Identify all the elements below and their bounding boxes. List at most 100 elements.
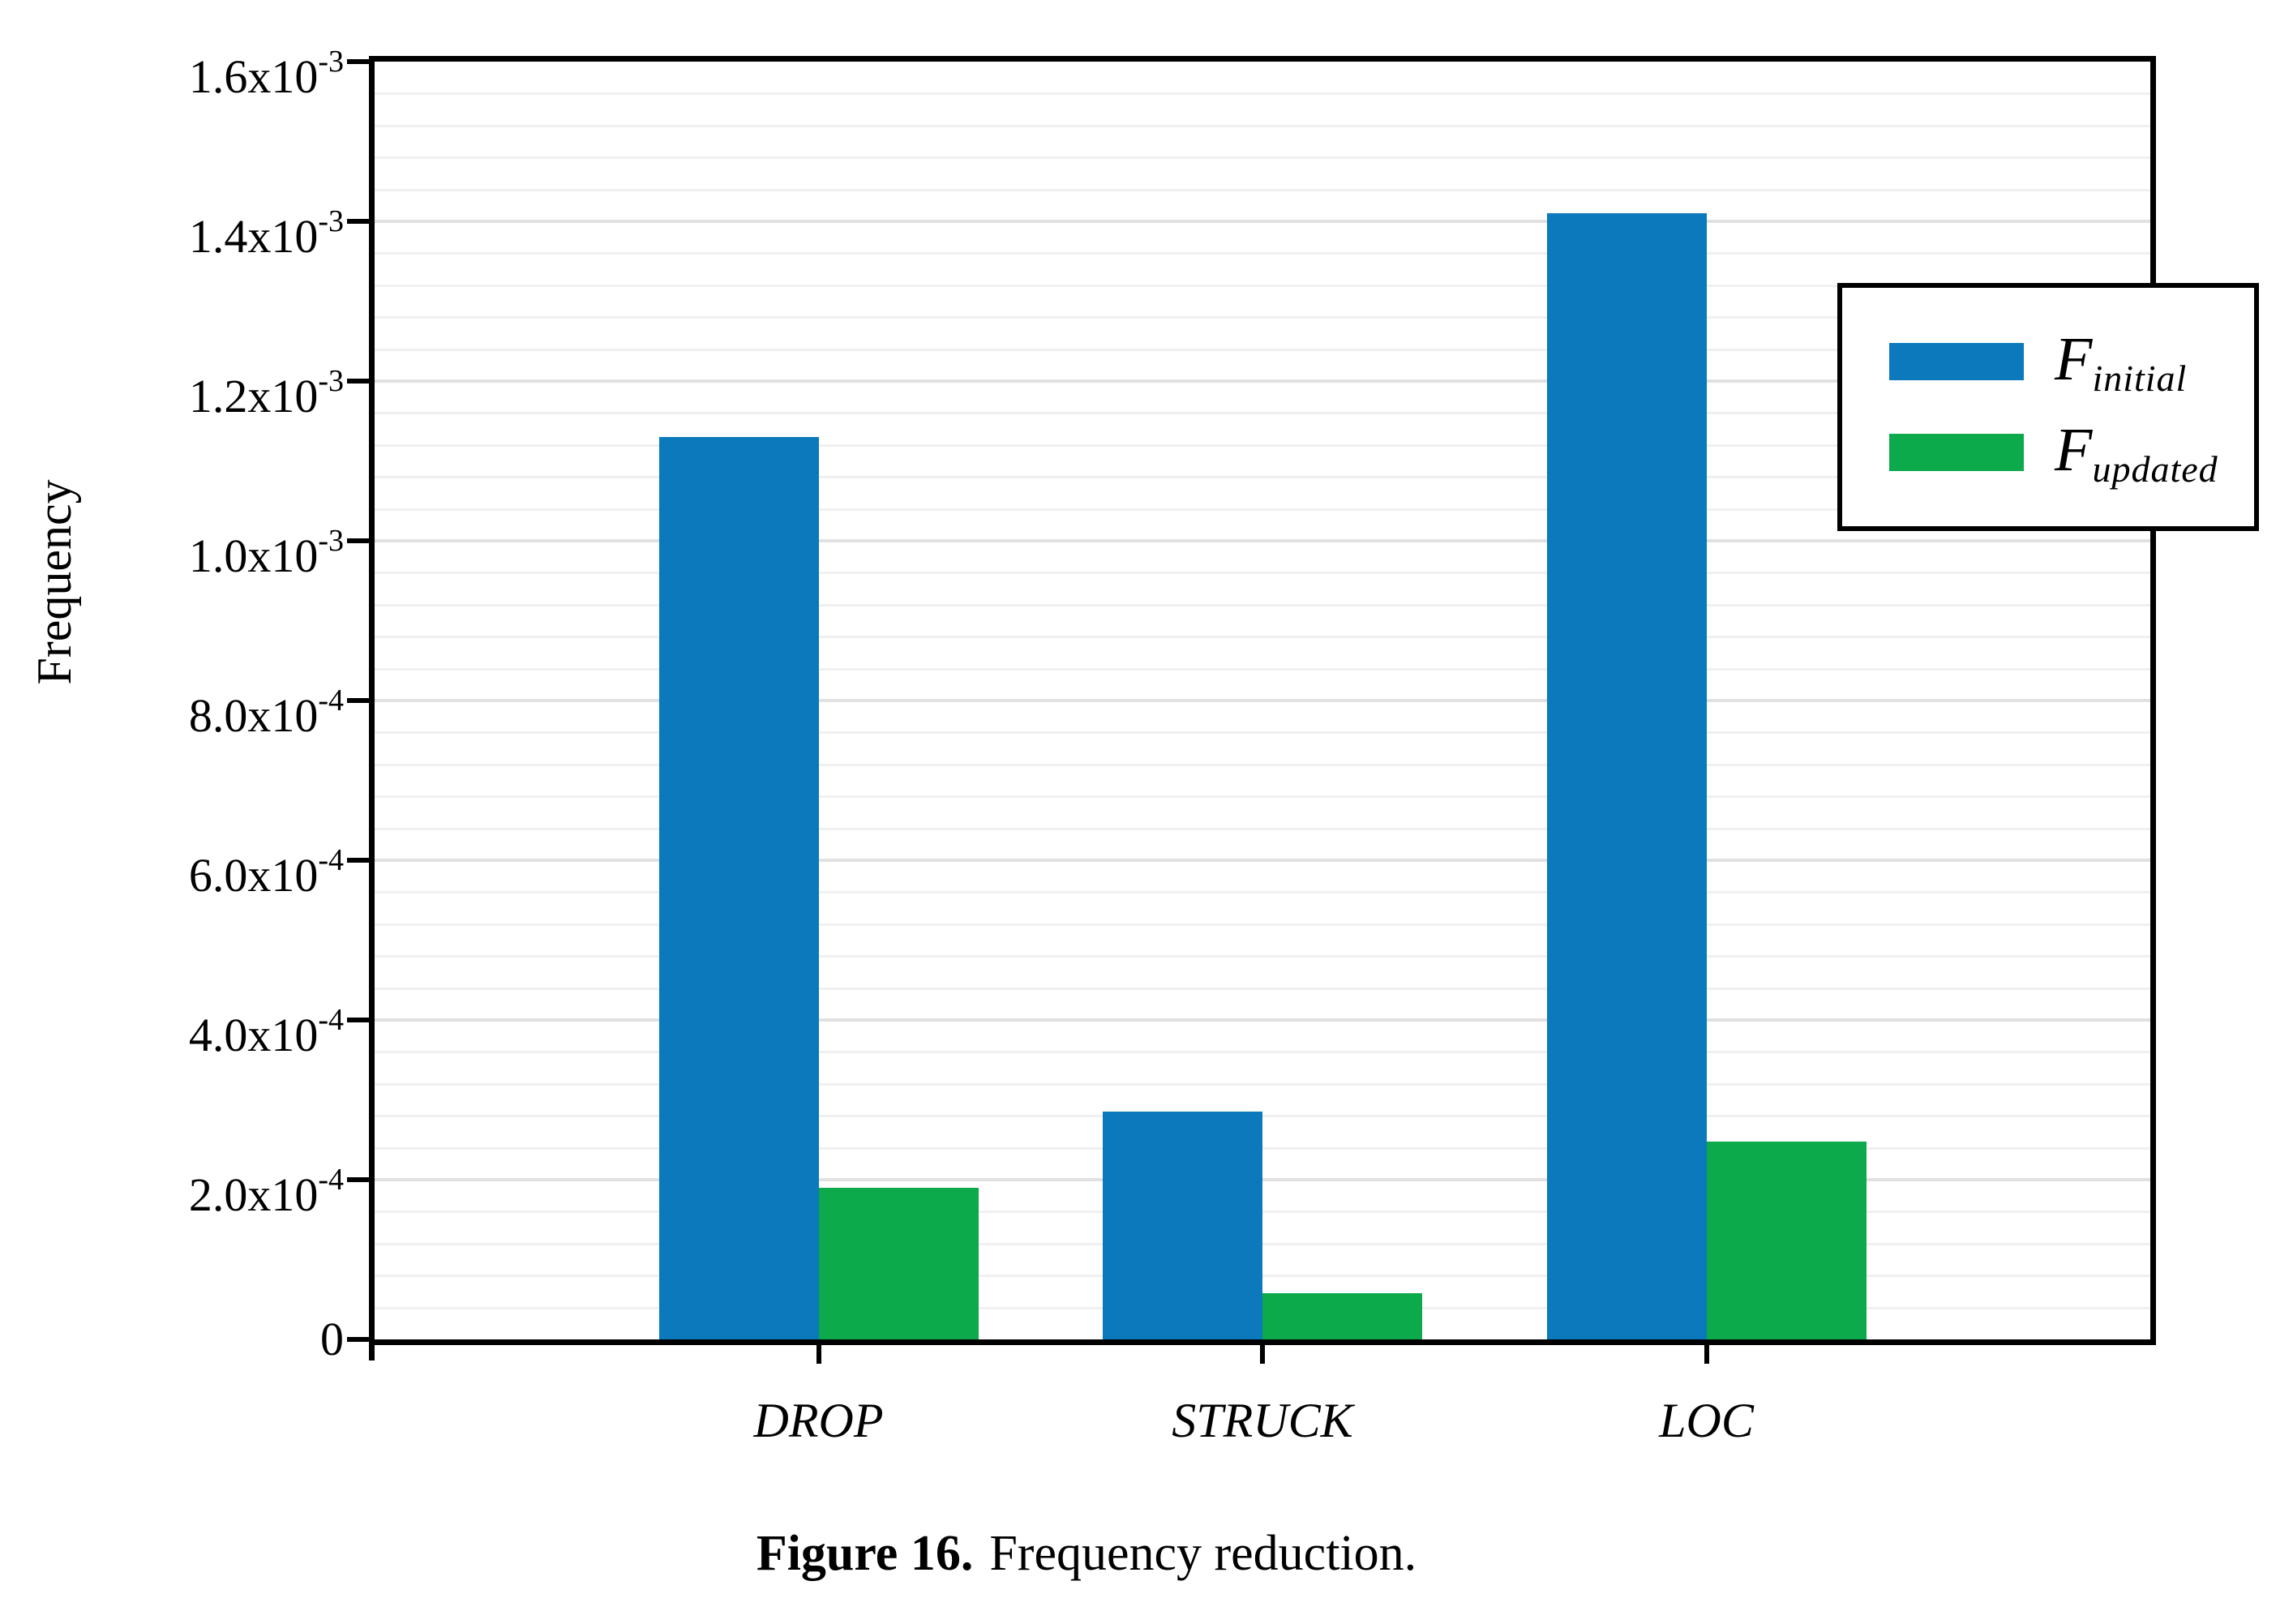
x-tick-struck [1260, 1339, 1265, 1364]
figure-caption: Figure 16. Frequency reduction. [0, 1521, 2173, 1586]
gridline-minor [375, 348, 2150, 351]
gridline-major [375, 1178, 2150, 1181]
y-tick-label-exponent: -3 [318, 364, 344, 398]
legend-label-main: F [2055, 325, 2093, 393]
gridline-minor [375, 827, 2150, 830]
y-tick-label-base: 0 [320, 1313, 344, 1365]
y-tick-label-exponent: -4 [318, 1163, 344, 1197]
legend-entry-f_updated: Fupdated [1842, 408, 2254, 497]
gridline-minor [375, 572, 2150, 575]
y-tick-label-base: 1.0x10 [188, 529, 319, 582]
gridline-minor [375, 987, 2150, 990]
bar-drop-f_initial [658, 437, 819, 1339]
y-tick-label: 1.4x10-3 [16, 185, 344, 263]
y-tick-label-base: 4.0x10 [188, 1009, 319, 1061]
y-tick-label-exponent: -4 [318, 843, 344, 877]
gridline-major [375, 699, 2150, 702]
gridline-major [375, 859, 2150, 862]
gridline-major [375, 379, 2150, 383]
legend-label-main: F [2055, 416, 2093, 484]
gridline-minor [375, 667, 2150, 671]
y-tick [347, 59, 375, 64]
y-tick [347, 1018, 375, 1022]
gridline-major [375, 539, 2150, 542]
caption-figure-number: Figure 16. [756, 1526, 974, 1581]
gridline-minor [375, 252, 2150, 255]
legend-label-subscript: initial [2092, 358, 2188, 399]
x-tick-label-drop: DROP [753, 1394, 884, 1447]
gridline-minor [375, 1051, 2150, 1054]
gridline-minor [375, 92, 2150, 96]
legend-entry-f_initial: Finitial [1842, 317, 2254, 406]
gridline-minor [375, 795, 2150, 799]
y-tick-label: 0 [16, 1303, 344, 1376]
gridline-minor [375, 1146, 2150, 1150]
y-tick-label: 1.6x10-3 [16, 25, 344, 103]
y-tick-label-exponent: -4 [318, 683, 344, 718]
y-tick [347, 1337, 375, 1342]
gridline-minor [375, 1115, 2150, 1118]
plot-area [369, 56, 2156, 1345]
y-tick-label: 1.0x10-3 [16, 504, 344, 582]
gridline-minor [375, 731, 2150, 735]
gridline-minor [375, 763, 2150, 766]
gridline-minor [375, 188, 2150, 191]
legend-label-subscript: updated [2092, 448, 2218, 490]
gridline-minor [375, 603, 2150, 606]
gridline-minor [375, 1082, 2150, 1086]
gridline-minor [375, 124, 2150, 127]
gridline-minor [375, 476, 2150, 479]
legend-swatch-f_initial [1889, 343, 2024, 380]
legend-label-f_initial: Finitial [2055, 317, 2257, 406]
y-tick-label: 4.0x10-4 [16, 983, 344, 1061]
legend-swatch-f_updated [1889, 434, 2024, 471]
gridline-minor [375, 636, 2150, 639]
y-tick-label: 2.0x10-4 [16, 1143, 344, 1221]
gridline-minor [375, 284, 2150, 287]
y-tick-label-base: 1.6x10 [188, 50, 319, 103]
bar-struck-f_initial [1103, 1112, 1262, 1339]
bar-drop-f_updated [818, 1188, 979, 1339]
y-tick-label-exponent: -3 [318, 204, 344, 238]
bar-loc-f_updated [1706, 1142, 1867, 1339]
axis-corner-tick [369, 1339, 375, 1360]
gridline-minor [375, 508, 2150, 511]
y-tick-label-exponent: -4 [318, 1003, 344, 1037]
gridline-minor [375, 891, 2150, 894]
y-tick [347, 1177, 375, 1182]
y-tick-label: 6.0x10-4 [16, 824, 344, 902]
x-tick-label-struck: STRUCK [1172, 1394, 1353, 1447]
y-tick [347, 538, 375, 543]
gridline-minor [375, 316, 2150, 319]
caption-text: Frequency reduction. [989, 1526, 1417, 1581]
gridline-minor [375, 156, 2150, 160]
y-tick [347, 219, 375, 224]
x-tick-drop [816, 1339, 821, 1364]
x-tick-loc [1704, 1339, 1709, 1364]
y-tick-label-exponent: -3 [318, 45, 344, 79]
y-tick [347, 379, 375, 384]
gridline-minor [375, 1242, 2150, 1245]
legend: Finitial Fupdated [1837, 283, 2259, 531]
y-tick-label: 1.2x10-3 [16, 345, 344, 422]
y-tick-label-base: 1.4x10 [188, 210, 319, 263]
gridline-minor [375, 1275, 2150, 1278]
y-tick-label-base: 8.0x10 [188, 689, 319, 742]
y-tick-label-base: 6.0x10 [188, 849, 319, 902]
y-tick [347, 698, 375, 703]
gridline-minor [375, 412, 2150, 415]
y-tick-label-base: 1.2x10 [188, 370, 319, 422]
x-tick-label-loc: LOC [1659, 1394, 1754, 1447]
gridline-major [375, 1018, 2150, 1022]
legend-label-f_updated: Fupdated [2055, 408, 2257, 497]
gridline-minor [375, 955, 2150, 958]
bar-loc-f_initial [1546, 213, 1707, 1339]
gridline-minor [375, 923, 2150, 926]
gridline-minor [375, 443, 2150, 447]
gridline-major [375, 220, 2150, 223]
y-tick-label: 8.0x10-4 [16, 664, 344, 742]
y-tick-label-base: 2.0x10 [188, 1168, 319, 1221]
bar-struck-f_updated [1262, 1293, 1422, 1339]
y-tick-label-exponent: -3 [318, 524, 344, 558]
